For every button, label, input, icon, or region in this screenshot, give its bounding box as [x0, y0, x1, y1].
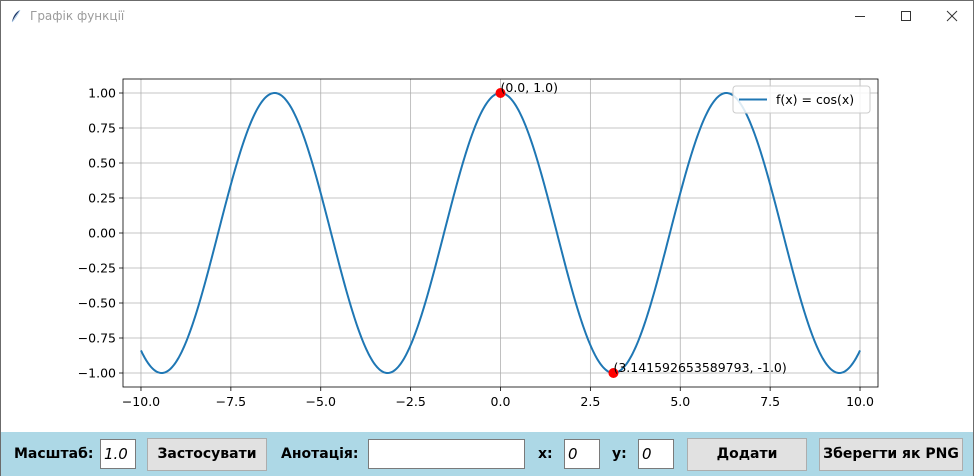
- legend-label: f(x) = cos(x): [776, 92, 854, 107]
- maximize-button[interactable]: [883, 1, 929, 32]
- x-tick-label: −5.0: [306, 394, 336, 409]
- close-icon: [929, 1, 974, 32]
- annotation-label: (3.141592653589793, -1.0): [613, 360, 786, 375]
- y-tick-label: −0.75: [78, 331, 116, 346]
- x-label: x:: [538, 446, 553, 462]
- y-tick-label: −0.25: [78, 261, 116, 276]
- annotation-label: (0.0, 1.0): [501, 80, 558, 95]
- close-button[interactable]: [929, 1, 974, 32]
- y-tick-label: 0.50: [88, 156, 116, 171]
- x-tick-label: −7.5: [216, 394, 246, 409]
- scale-input[interactable]: 1.0: [100, 439, 136, 469]
- title-bar[interactable]: Графік функції: [1, 1, 973, 32]
- x-tick-label: −2.5: [395, 394, 425, 409]
- add-button[interactable]: Додати: [687, 438, 807, 471]
- minimize-icon: [837, 1, 883, 32]
- y-label: y:: [612, 446, 627, 462]
- maximize-icon: [883, 1, 929, 32]
- apply-button[interactable]: Застосувати: [147, 438, 267, 471]
- y-tick-label: −0.50: [78, 296, 116, 311]
- plot-area: −10.0 −7.5 −5.0 −2.5 0.0 2.5 5.0 7.5 10.0 1.00 0.7…: [1, 32, 973, 432]
- y-tick-label: 0.75: [88, 121, 116, 136]
- x-tick-label: 0.0: [491, 394, 511, 409]
- x-tick-label: 2.5: [580, 394, 600, 409]
- x-tick-label: 7.5: [760, 394, 780, 409]
- feather-icon: [10, 9, 22, 23]
- x-tick-label: −10.0: [122, 394, 160, 409]
- x-tick-label: 5.0: [670, 394, 690, 409]
- bottom-toolbar: Масштаб: 1.0 Застосувати Анотація: x: 0 …: [1, 432, 973, 476]
- y-tick-label: 0.25: [88, 191, 116, 206]
- scale-label: Масштаб:: [14, 446, 93, 462]
- save-png-button[interactable]: Зберегти як PNG: [819, 438, 963, 471]
- window-title: Графік функції: [30, 9, 124, 23]
- y-input[interactable]: 0: [638, 439, 674, 469]
- minimize-button[interactable]: [837, 1, 883, 32]
- y-tick-label: 0.00: [88, 226, 116, 241]
- x-tick-label: 10.0: [846, 394, 874, 409]
- cos-chart: −10.0 −7.5 −5.0 −2.5 0.0 2.5 5.0 7.5 10.0 1.00 0.7…: [1, 32, 973, 432]
- y-tick-label: −1.00: [78, 366, 116, 381]
- annotation-input[interactable]: [368, 439, 525, 469]
- x-input[interactable]: 0: [564, 439, 600, 469]
- y-tick-label: 1.00: [88, 86, 116, 101]
- annotation-label: Анотація:: [281, 446, 358, 462]
